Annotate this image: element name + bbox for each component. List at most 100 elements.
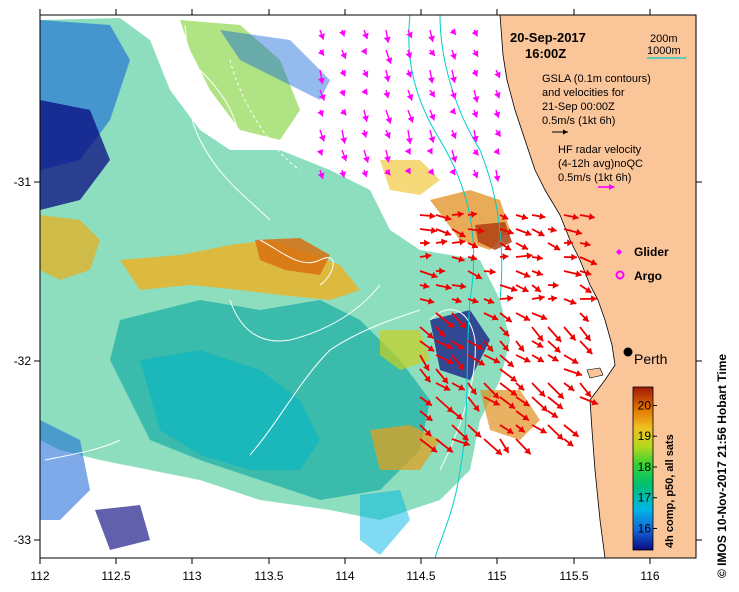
gsla-note-line1: GSLA (0.1m contours) <box>542 73 651 85</box>
map-date: 20-Sep-2017 <box>510 30 586 45</box>
sst-cyan-south <box>360 490 410 555</box>
radar-arrow-head <box>521 243 528 250</box>
radar-arrow-head <box>446 406 454 413</box>
radar-arrow-head <box>431 271 438 279</box>
gsla-arrow-head <box>471 69 478 77</box>
map-time: 16:00Z <box>525 46 566 61</box>
sst-blue-south <box>40 420 90 520</box>
radar-arrow-head <box>491 314 499 321</box>
gsla-arrow-head <box>494 130 501 137</box>
radar-arrow-head <box>427 297 435 305</box>
gsla-arrow-head <box>361 88 368 95</box>
gsla-arrow-head <box>472 50 479 57</box>
gsla-arrow-head <box>384 168 391 176</box>
radar-arrow-head <box>501 213 509 220</box>
radar-scale-label: 0.5m/s (1kt 6h) <box>558 172 631 184</box>
radar-arrow-head <box>584 240 591 248</box>
radar-arrow-head <box>572 430 579 437</box>
radar-arrow-head <box>489 268 496 276</box>
gsla-arrow-head <box>406 93 414 101</box>
colorbar-tick-label: 20 <box>638 398 652 412</box>
radar-arrow-head <box>430 226 437 234</box>
radar-arrow-head <box>493 399 500 406</box>
radar-arrow-head <box>457 363 464 371</box>
radar-arrow-head <box>554 335 562 342</box>
gsla-arrow-head <box>472 96 480 103</box>
radar-arrow-head <box>459 321 466 329</box>
gsla-arrow-head <box>339 171 346 178</box>
radar-arrow-head <box>446 357 454 365</box>
gsla-note-line2: and velocities for <box>542 87 625 99</box>
radar-arrow-head <box>470 211 477 218</box>
radar-arrow-head <box>447 321 454 328</box>
x-tick-label: 113 <box>182 569 201 583</box>
radar-arrow-head <box>567 239 573 247</box>
gsla-arrow-head <box>494 71 501 79</box>
radar-arrow-head <box>584 334 591 341</box>
radar-arrow-head <box>525 229 532 237</box>
gsla-arrow-head <box>405 70 413 78</box>
x-tick-label: 116 <box>640 569 659 583</box>
gsla-scale-label: 0.5m/s (1kt 6h) <box>542 115 615 127</box>
rottnest-island <box>586 367 604 379</box>
radar-arrow-head <box>551 355 559 362</box>
radar-arrow-head <box>523 399 530 406</box>
gsla-arrow-head <box>428 35 435 42</box>
radar-arrow-head <box>424 239 430 247</box>
radar-arrow-head <box>575 228 582 236</box>
gsla-arrow-head <box>428 113 436 121</box>
y-axis-ticks <box>34 181 702 541</box>
y-tick-label: -31 <box>14 175 32 189</box>
gsla-arrow-head <box>339 29 346 37</box>
legend-argo: Argo <box>615 269 662 283</box>
plot-frame <box>39 14 697 559</box>
x-tick-label: 112 <box>30 569 49 583</box>
radar-arrow-head <box>445 283 452 291</box>
radar-arrow-head <box>506 427 514 434</box>
radar-arrow-head <box>557 392 564 399</box>
radar-arrow-head <box>566 440 574 447</box>
copyright-footer: © IMOS 10-Nov-2017 21:56 Hobart Time <box>715 354 729 578</box>
radar-arrow-head <box>444 229 452 237</box>
radar-arrow-head <box>508 402 516 409</box>
radar-arrow-head <box>502 329 510 337</box>
radar-arrow-head <box>556 402 563 409</box>
sst-field <box>40 18 540 555</box>
gsla-contour-line <box>429 309 476 471</box>
radar-arrow-head <box>425 252 432 260</box>
radar-arrow-head <box>521 285 529 293</box>
radar-arrow-head <box>584 269 592 277</box>
colorbar-title: 4h comp, p50, all sats <box>664 434 676 548</box>
radar-arrow-head <box>441 376 448 384</box>
radar-arrow-head <box>569 298 577 305</box>
radar-arrow-head <box>541 404 548 412</box>
radar-arrow-head <box>471 242 478 249</box>
x-tick-label: 113.5 <box>254 569 283 583</box>
colorbar: 16 17 18 19 20 4h comp, p50, all sats <box>632 386 676 551</box>
radar-arrow-head <box>492 392 499 399</box>
gsla-contour-line <box>44 439 121 461</box>
gsla-arrow-head <box>471 111 479 118</box>
radar-arrow-head <box>539 427 547 434</box>
radar-note-line2: (4-12h avg)noQC <box>558 158 643 170</box>
radar-arrow-head <box>584 390 591 397</box>
colorbar-tick-label: 17 <box>638 491 652 505</box>
radar-arrow-head <box>443 384 451 391</box>
radar-arrow-head <box>424 375 431 383</box>
argo-label: Argo <box>634 269 662 283</box>
gsla-arrow-head <box>318 134 326 142</box>
radar-arrow-head <box>572 213 579 221</box>
radar-arrow-head <box>536 269 543 277</box>
radar-arrow-head <box>517 383 525 391</box>
radar-arrow-head <box>518 425 525 433</box>
radar-arrow-head <box>524 447 531 455</box>
radar-arrow-head <box>571 357 579 364</box>
radar-arrow-head <box>517 344 525 352</box>
gsla-arrow-head <box>405 137 413 144</box>
radar-arrow-head <box>553 244 561 251</box>
gsla-arrow-head <box>361 170 368 177</box>
radar-arrow-head <box>463 439 470 447</box>
radar-arrow-head <box>575 270 582 278</box>
radar-arrow-head <box>455 413 463 420</box>
gsla-arrow-head <box>428 49 435 56</box>
